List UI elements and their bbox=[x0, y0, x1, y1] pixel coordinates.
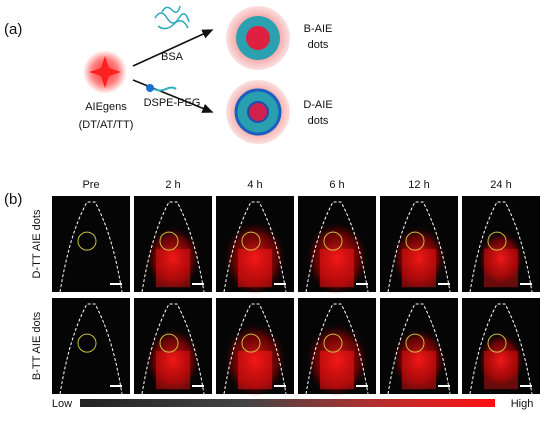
mouse-outline bbox=[305, 201, 369, 293]
column-header: 24 h bbox=[490, 179, 511, 191]
tumor-roi bbox=[77, 231, 97, 251]
bsa-label: BSA bbox=[161, 51, 184, 63]
mouse-outline bbox=[141, 201, 205, 293]
protein-icon bbox=[154, 5, 190, 30]
signal bbox=[478, 333, 524, 388]
column-header: 2 h bbox=[165, 179, 180, 191]
image-cell bbox=[52, 196, 130, 292]
signal-core bbox=[237, 350, 273, 390]
tumor-roi bbox=[405, 231, 425, 251]
arrow bbox=[132, 79, 214, 113]
tumor-roi bbox=[159, 231, 179, 251]
b-dots-label: B-AIE bbox=[304, 23, 333, 35]
scale-high: High bbox=[511, 398, 534, 410]
signal-core bbox=[483, 248, 519, 288]
tumor-roi bbox=[241, 333, 261, 353]
panel-label: (a) bbox=[4, 21, 22, 38]
color-scale bbox=[80, 399, 495, 407]
d-dots-label: D-AIE bbox=[303, 99, 332, 111]
signal-core bbox=[401, 248, 437, 288]
mouse-outline bbox=[223, 201, 287, 293]
aiegens-label: AIEgens bbox=[85, 101, 127, 113]
tumor-roi bbox=[487, 333, 507, 353]
signal-core bbox=[319, 350, 355, 390]
mouse-outline bbox=[141, 303, 205, 395]
d-dot-core bbox=[247, 101, 269, 123]
tumor-roi bbox=[159, 333, 179, 353]
aiegen-star bbox=[89, 56, 121, 88]
arrow bbox=[132, 29, 214, 67]
signal-core bbox=[237, 248, 273, 288]
signal bbox=[392, 226, 446, 290]
aiegens-sub: (DT/AT/TT) bbox=[79, 119, 134, 131]
tumor-roi bbox=[241, 231, 261, 251]
dspe-label: DSPE-PEG bbox=[144, 97, 201, 109]
signal-core bbox=[401, 350, 437, 390]
column-header: Pre bbox=[82, 179, 99, 191]
tumor-roi bbox=[487, 231, 507, 251]
tumor-roi bbox=[405, 333, 425, 353]
signal-core bbox=[155, 350, 191, 390]
mouse-outline bbox=[469, 201, 533, 293]
mouse-outline bbox=[305, 303, 369, 395]
mouse-outline bbox=[387, 303, 451, 395]
b-dots-label: dots bbox=[308, 39, 329, 51]
signal bbox=[478, 231, 524, 286]
signal-core bbox=[319, 248, 355, 288]
row-label: B-TT AIE dots bbox=[31, 311, 43, 380]
image-cell bbox=[52, 298, 130, 394]
column-header: 12 h bbox=[408, 179, 429, 191]
signal bbox=[146, 328, 200, 392]
column-header: 6 h bbox=[329, 179, 344, 191]
tumor-roi bbox=[323, 231, 343, 251]
scale-low: Low bbox=[52, 398, 72, 410]
mouse-outline bbox=[387, 201, 451, 293]
mouse-outline bbox=[59, 303, 123, 395]
panel-label: (b) bbox=[4, 191, 22, 208]
row-label: D-TT AIE dots bbox=[31, 209, 43, 278]
mouse-outline bbox=[59, 201, 123, 293]
lipid-head bbox=[146, 84, 154, 92]
signal bbox=[392, 328, 446, 392]
d-dots-label: dots bbox=[308, 115, 329, 127]
mouse-outline bbox=[469, 303, 533, 395]
lipid-tail bbox=[153, 86, 177, 92]
tumor-roi bbox=[323, 333, 343, 353]
tumor-roi bbox=[77, 333, 97, 353]
column-header: 4 h bbox=[247, 179, 262, 191]
mouse-outline bbox=[223, 303, 287, 395]
signal bbox=[146, 226, 200, 290]
signal-core bbox=[155, 248, 191, 288]
b-dot-core bbox=[246, 26, 270, 50]
signal-core bbox=[483, 350, 519, 390]
